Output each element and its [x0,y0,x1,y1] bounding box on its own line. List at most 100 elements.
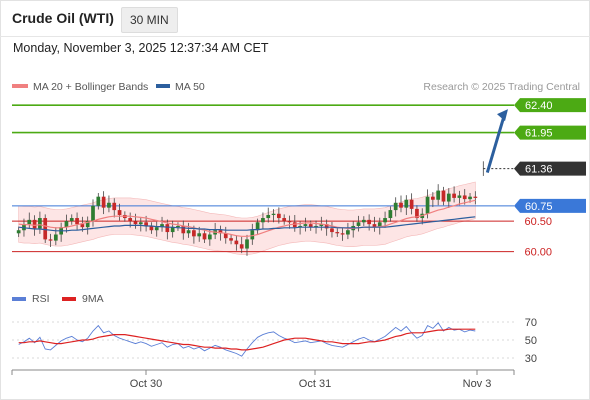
candle-body [16,230,21,234]
candle-body [287,221,292,223]
candle-body [367,219,371,225]
candle [64,214,69,233]
legend-swatch-ma50 [156,84,170,88]
candle-body [128,218,133,222]
candle-body [112,202,117,211]
candle-body [176,225,180,228]
candle-body [303,224,308,226]
candle [96,193,101,210]
rsi-tick-70: 70 [525,317,537,329]
candle [335,228,340,237]
candle [250,223,255,245]
candle [229,234,233,245]
candle [473,191,478,205]
candle [16,226,21,237]
level-label-61.95-tag [514,125,586,140]
candle-body [393,202,398,211]
timeframe-badge[interactable]: 30 MIN [121,7,178,33]
copyright-text: Research © 2025 Trading Central [423,81,580,93]
level-label-62.40-tag [514,98,586,113]
level-label-61.36: 61.36 [525,164,553,176]
rsi-line [18,322,476,357]
candle [107,195,111,213]
candle-body [431,196,435,200]
candle [393,197,398,217]
candle-body [314,225,318,228]
candle [441,186,446,206]
candle [462,189,467,205]
candle [388,206,393,222]
candle [383,211,387,228]
candle-body [80,224,85,228]
candle [340,227,345,241]
candle [43,214,48,244]
candle-body [144,222,148,226]
candle-body [234,240,239,245]
candle-body [473,196,478,198]
candle [234,235,239,251]
legend-label-ma50: MA 50 [175,81,205,93]
candle [431,192,435,208]
rsi-tick-30: 30 [525,353,537,365]
candle-body [346,230,350,235]
candle-body [96,196,101,206]
candle-body [53,234,58,241]
candle-body [383,218,387,223]
candle-body [138,222,143,225]
candle [75,212,79,231]
x-tick-label: Nov 3 [463,378,492,390]
candle [436,184,441,206]
candle [85,216,90,235]
candle [149,222,154,234]
ma50-line [18,216,476,232]
candle [372,216,377,232]
candle-body [399,202,403,208]
candle-body [266,214,271,219]
candle-body [255,222,260,231]
candle-body [22,224,26,231]
legend-swatch-9ma [62,297,76,301]
candle-body [468,196,472,200]
candle [346,222,350,240]
candle [292,214,297,232]
candle-body [324,224,329,229]
candle [101,191,106,215]
candle-body [75,218,79,225]
candle-body [245,239,249,249]
level-label-60.00: 60.00 [524,247,552,259]
chart-datetime: Monday, November 3, 2025 12:37:34 AM CET [13,41,269,55]
candle [112,198,117,218]
candle [282,214,287,225]
candle-body [308,224,313,228]
candle [271,209,276,223]
candle-body [404,199,409,208]
candle [287,215,292,229]
candle [277,207,281,224]
candle [399,195,403,213]
candle-body [457,195,462,198]
candle-body [446,193,451,202]
candle-body [261,218,265,223]
candle [138,217,143,232]
candle-body [271,213,276,215]
candle-body [335,232,340,234]
candle-body [133,221,138,225]
candle [38,211,42,234]
legend-label-rsi: RSI [32,293,50,305]
candle [53,227,58,246]
candle-body [330,228,334,233]
candle [48,233,53,248]
candle-body [165,224,170,233]
candle [367,214,371,231]
candle [404,195,409,215]
forecast-arrow-shaft [485,115,506,174]
candle-body [170,227,175,233]
candle-body [319,224,324,226]
legend-swatch-ma20 [12,84,28,88]
candle-body [27,219,32,225]
rsi-tick-50: 50 [525,335,537,347]
level-label-60.75-tag [514,198,586,213]
candle-body [415,208,419,219]
level-label-61.36-tag [514,161,586,176]
